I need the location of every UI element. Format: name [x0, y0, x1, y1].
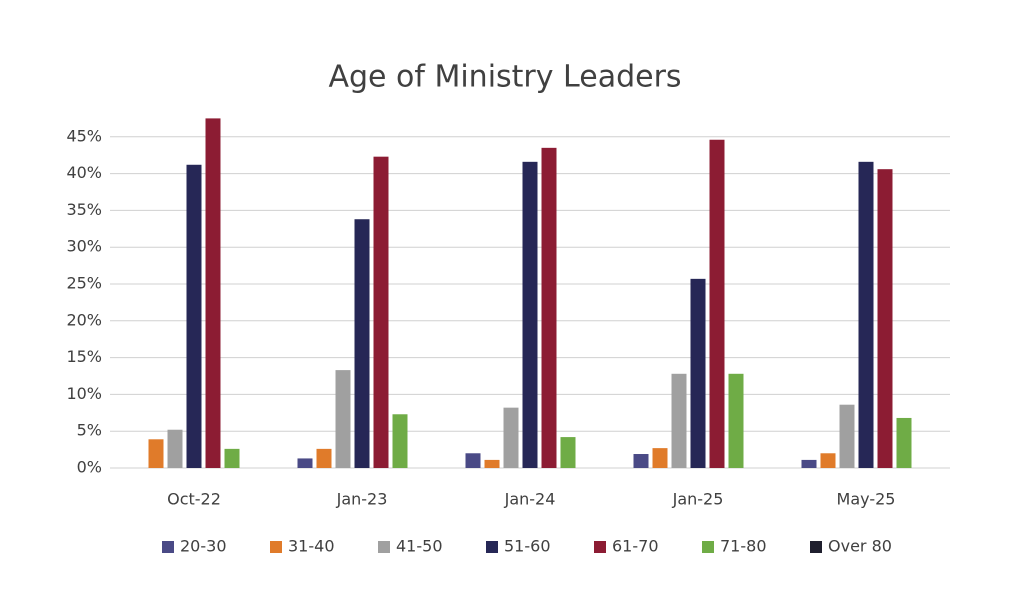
legend-swatch [378, 541, 390, 553]
legend-label: 61-70 [612, 537, 659, 556]
legend-label: 71-80 [720, 537, 767, 556]
bar [297, 458, 313, 468]
bar [801, 459, 817, 468]
bar [224, 448, 240, 468]
bar [354, 219, 370, 468]
y-tick-label: 30% [66, 237, 102, 256]
x-tick-label: Jan-25 [672, 490, 724, 509]
bar [652, 448, 668, 468]
legend-label: 20-30 [180, 537, 227, 556]
legend-swatch [810, 541, 822, 553]
bar [839, 404, 855, 468]
bar [671, 373, 687, 468]
legend-label: 41-50 [396, 537, 443, 556]
bar [484, 459, 500, 468]
y-tick-label: 25% [66, 274, 102, 293]
bar [633, 454, 649, 468]
legend-swatch [702, 541, 714, 553]
bar [728, 373, 744, 468]
y-tick-label: 5% [77, 421, 102, 440]
bar [167, 429, 183, 468]
legend-swatch [486, 541, 498, 553]
bar [186, 164, 202, 468]
bar [858, 161, 874, 468]
bar [820, 453, 836, 468]
bar [205, 118, 221, 469]
y-tick-label: 35% [66, 200, 102, 219]
bar [896, 417, 912, 468]
y-tick-label: 45% [66, 126, 102, 145]
bar [690, 278, 706, 468]
legend-label: Over 80 [828, 537, 892, 556]
bar [709, 139, 725, 468]
y-tick-label: 40% [66, 163, 102, 182]
chart-title: Age of Ministry Leaders [328, 60, 681, 95]
x-tick-label: Oct-22 [167, 490, 221, 509]
bar [148, 439, 164, 468]
bar [316, 448, 332, 468]
bar [465, 453, 481, 468]
y-tick-label: 15% [66, 347, 102, 366]
bar [560, 437, 576, 468]
legend-label: 51-60 [504, 537, 551, 556]
legend-swatch [270, 541, 282, 553]
x-tick-label: Jan-24 [504, 490, 556, 509]
bar [335, 370, 351, 468]
legend-swatch [162, 541, 174, 553]
bar [373, 156, 389, 468]
bar [877, 169, 893, 468]
bar [522, 161, 538, 468]
bar [541, 147, 557, 468]
x-tick-label: May-25 [837, 490, 896, 509]
legend-label: 31-40 [288, 537, 335, 556]
y-tick-label: 0% [77, 458, 102, 477]
x-tick-label: Jan-23 [336, 490, 388, 509]
y-tick-label: 20% [66, 310, 102, 329]
bar [503, 407, 519, 468]
legend-swatch [594, 541, 606, 553]
bar [392, 414, 408, 468]
y-tick-label: 10% [66, 384, 102, 403]
